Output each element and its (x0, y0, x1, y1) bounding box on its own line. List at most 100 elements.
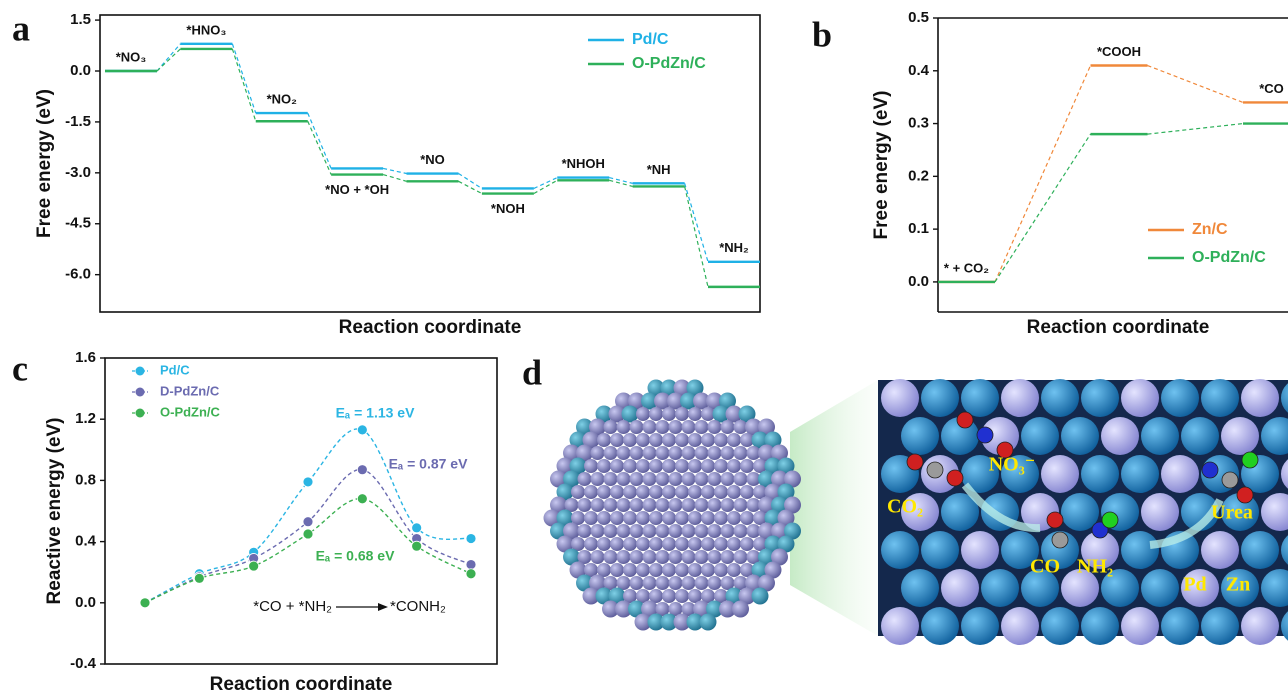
atom (578, 472, 592, 486)
atom (662, 537, 676, 551)
atom (604, 446, 618, 460)
panel-letter: b (812, 14, 832, 54)
atom (695, 498, 709, 512)
atom (734, 524, 748, 538)
atom (604, 420, 618, 434)
atom (701, 459, 715, 473)
step-label: *COOH (1097, 44, 1141, 59)
connector (383, 175, 406, 182)
atom (643, 524, 657, 538)
molecule-atom (1202, 462, 1218, 478)
data-point (357, 494, 367, 504)
illustration-label: NH₂ (1077, 556, 1113, 578)
atom (688, 433, 702, 447)
connector (459, 181, 482, 193)
atom (734, 446, 748, 460)
atom (604, 472, 618, 486)
data-point (194, 573, 204, 583)
atom (682, 420, 696, 434)
data-point (140, 598, 150, 608)
surface-atom (921, 531, 959, 569)
atom (610, 485, 624, 499)
surface-atom (1001, 607, 1039, 645)
molecule-atom (1047, 512, 1063, 528)
atom (636, 563, 650, 577)
atom (662, 433, 676, 447)
y-tick-label: -0.4 (70, 655, 97, 672)
step-label: *NO₂ (267, 92, 298, 107)
atom (610, 433, 624, 447)
atom (636, 485, 650, 499)
surface-atom (1041, 455, 1079, 493)
surface-atom (901, 569, 939, 607)
atom (662, 511, 676, 525)
surface-atom (1241, 607, 1279, 645)
atom (597, 459, 611, 473)
y-tick-label: 0.3 (908, 115, 929, 132)
y-tick-label: 0.0 (70, 62, 91, 79)
molecule-atom (947, 470, 963, 486)
surface-atom (881, 379, 919, 417)
atom (604, 524, 618, 538)
surface-atom (1161, 379, 1199, 417)
atom (623, 485, 637, 499)
atom (682, 550, 696, 564)
y-tick-label: -4.5 (65, 215, 91, 232)
step-label: *NO₃ (116, 49, 147, 64)
atom (597, 537, 611, 551)
atom (571, 485, 585, 499)
atom (669, 472, 683, 486)
surface-atom (881, 607, 919, 645)
atom (649, 433, 663, 447)
y-axis-label: Free energy (eV) (871, 91, 892, 240)
figure: a b c d NO₃⁻CO₂CONH₂UreaPdZn 1.50.0-1.5-… (0, 0, 1288, 695)
atom (740, 537, 754, 551)
panel-letter: a (12, 8, 30, 48)
illustration-label: Pd (1183, 574, 1206, 596)
y-tick-label: 0.0 (908, 273, 929, 290)
atom (727, 563, 741, 577)
surface-atom (961, 379, 999, 417)
surface-atom (1081, 379, 1119, 417)
step-label: *CO (1259, 81, 1284, 96)
illustration-label: CO₂ (887, 496, 923, 518)
atom (623, 537, 637, 551)
atom (675, 563, 689, 577)
molecule-atom (907, 454, 923, 470)
atom (591, 472, 605, 486)
step-label: *NOH (491, 201, 525, 216)
y-axis-label: Reactive energy (eV) (44, 418, 65, 605)
surface-atom (941, 569, 979, 607)
connector (685, 183, 708, 261)
data-point (466, 534, 476, 544)
atom (708, 576, 722, 590)
legend-label: O-PdZn/C (632, 55, 706, 72)
atom (610, 563, 624, 577)
atom (682, 446, 696, 460)
y-tick-label: 0.2 (908, 167, 929, 184)
atom (727, 433, 741, 447)
reaction-product: *CONH₂ (390, 598, 446, 615)
reaction-arrowhead (378, 603, 388, 611)
y-tick-label: -6.0 (65, 266, 91, 283)
atom (669, 446, 683, 460)
atom (643, 446, 657, 460)
atom (701, 563, 715, 577)
atom (669, 576, 683, 590)
atom (669, 550, 683, 564)
y-tick-label: -3.0 (65, 164, 91, 181)
molecule-atom (957, 412, 973, 428)
data-point (357, 465, 367, 475)
atom (643, 420, 657, 434)
surface-atom (961, 531, 999, 569)
atom (714, 511, 728, 525)
atom (636, 407, 650, 421)
atom (656, 446, 670, 460)
y-tick-label: 0.0 (75, 594, 96, 611)
connector (459, 174, 482, 189)
legend-label: O-PdZn/C (1192, 249, 1266, 266)
illustration-label: NO₃⁻ (989, 454, 1036, 476)
surface-atom (921, 379, 959, 417)
panel-letter: d (522, 352, 542, 392)
